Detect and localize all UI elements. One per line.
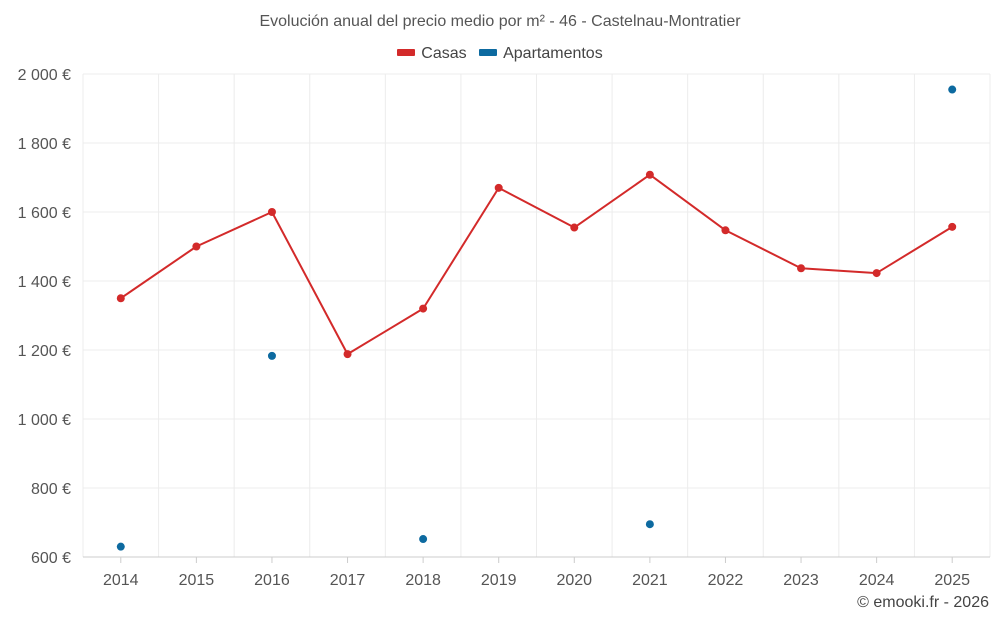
y-tick-label: 1 000 € (18, 412, 71, 429)
chart-title: Evolución anual del precio medio por m² … (259, 13, 741, 30)
y-tick-label: 2 000 € (18, 67, 71, 84)
x-tick-label: 2014 (103, 572, 139, 589)
legend-swatch-casas (397, 49, 416, 57)
y-tick-label: 1 400 € (18, 274, 71, 291)
data-point-casas (645, 170, 654, 179)
data-point-casas (872, 269, 881, 278)
series-line-casas (120, 173, 953, 356)
legend: Casas Apartamentos (0, 45, 1000, 63)
data-point-casas (948, 222, 957, 231)
legend-swatch-apartamentos (479, 49, 498, 57)
data-point-casas (343, 350, 352, 359)
x-tick-label: 2018 (405, 572, 441, 589)
x-tick-label: 2023 (783, 572, 819, 589)
data-point-casas (721, 226, 730, 235)
data-point-apartamentos (419, 535, 428, 544)
y-tick-label: 1 200 € (18, 343, 71, 360)
data-point-casas (419, 304, 428, 313)
data-point-apartamentos (267, 351, 276, 360)
y-tick-label: 800 € (31, 481, 71, 498)
data-point-casas (797, 264, 806, 273)
x-tick-label: 2016 (254, 572, 290, 589)
legend-label-casas: Casas (421, 45, 467, 62)
x-tick-label: 2015 (179, 572, 215, 589)
data-point-apartamentos (948, 85, 957, 94)
data-point-casas (192, 242, 201, 251)
data-point-casas (267, 208, 276, 216)
x-tick-label: 2017 (330, 572, 366, 589)
y-tick-label: 1 800 € (18, 136, 71, 153)
legend-item-apartamentos[interactable]: Apartamentos (479, 45, 603, 63)
data-point-apartamentos (116, 542, 125, 551)
credit-text: © emooki.fr - 2026 (857, 594, 989, 611)
x-tick-label: 2019 (481, 572, 517, 589)
legend-label-apartamentos: Apartamentos (503, 45, 603, 62)
data-point-casas (494, 183, 503, 192)
data-point-apartamentos (645, 520, 654, 529)
data-point-casas (570, 223, 579, 232)
y-tick-label: 1 600 € (18, 205, 71, 222)
legend-item-casas[interactable]: Casas (397, 45, 467, 63)
x-tick-label: 2020 (556, 572, 592, 589)
x-tick-label: 2025 (934, 572, 970, 589)
y-tick-label: 600 € (31, 550, 71, 567)
x-tick-label: 2022 (708, 572, 744, 589)
x-tick-label: 2021 (632, 572, 668, 589)
data-point-casas (116, 294, 125, 303)
x-tick-label: 2024 (859, 572, 895, 589)
